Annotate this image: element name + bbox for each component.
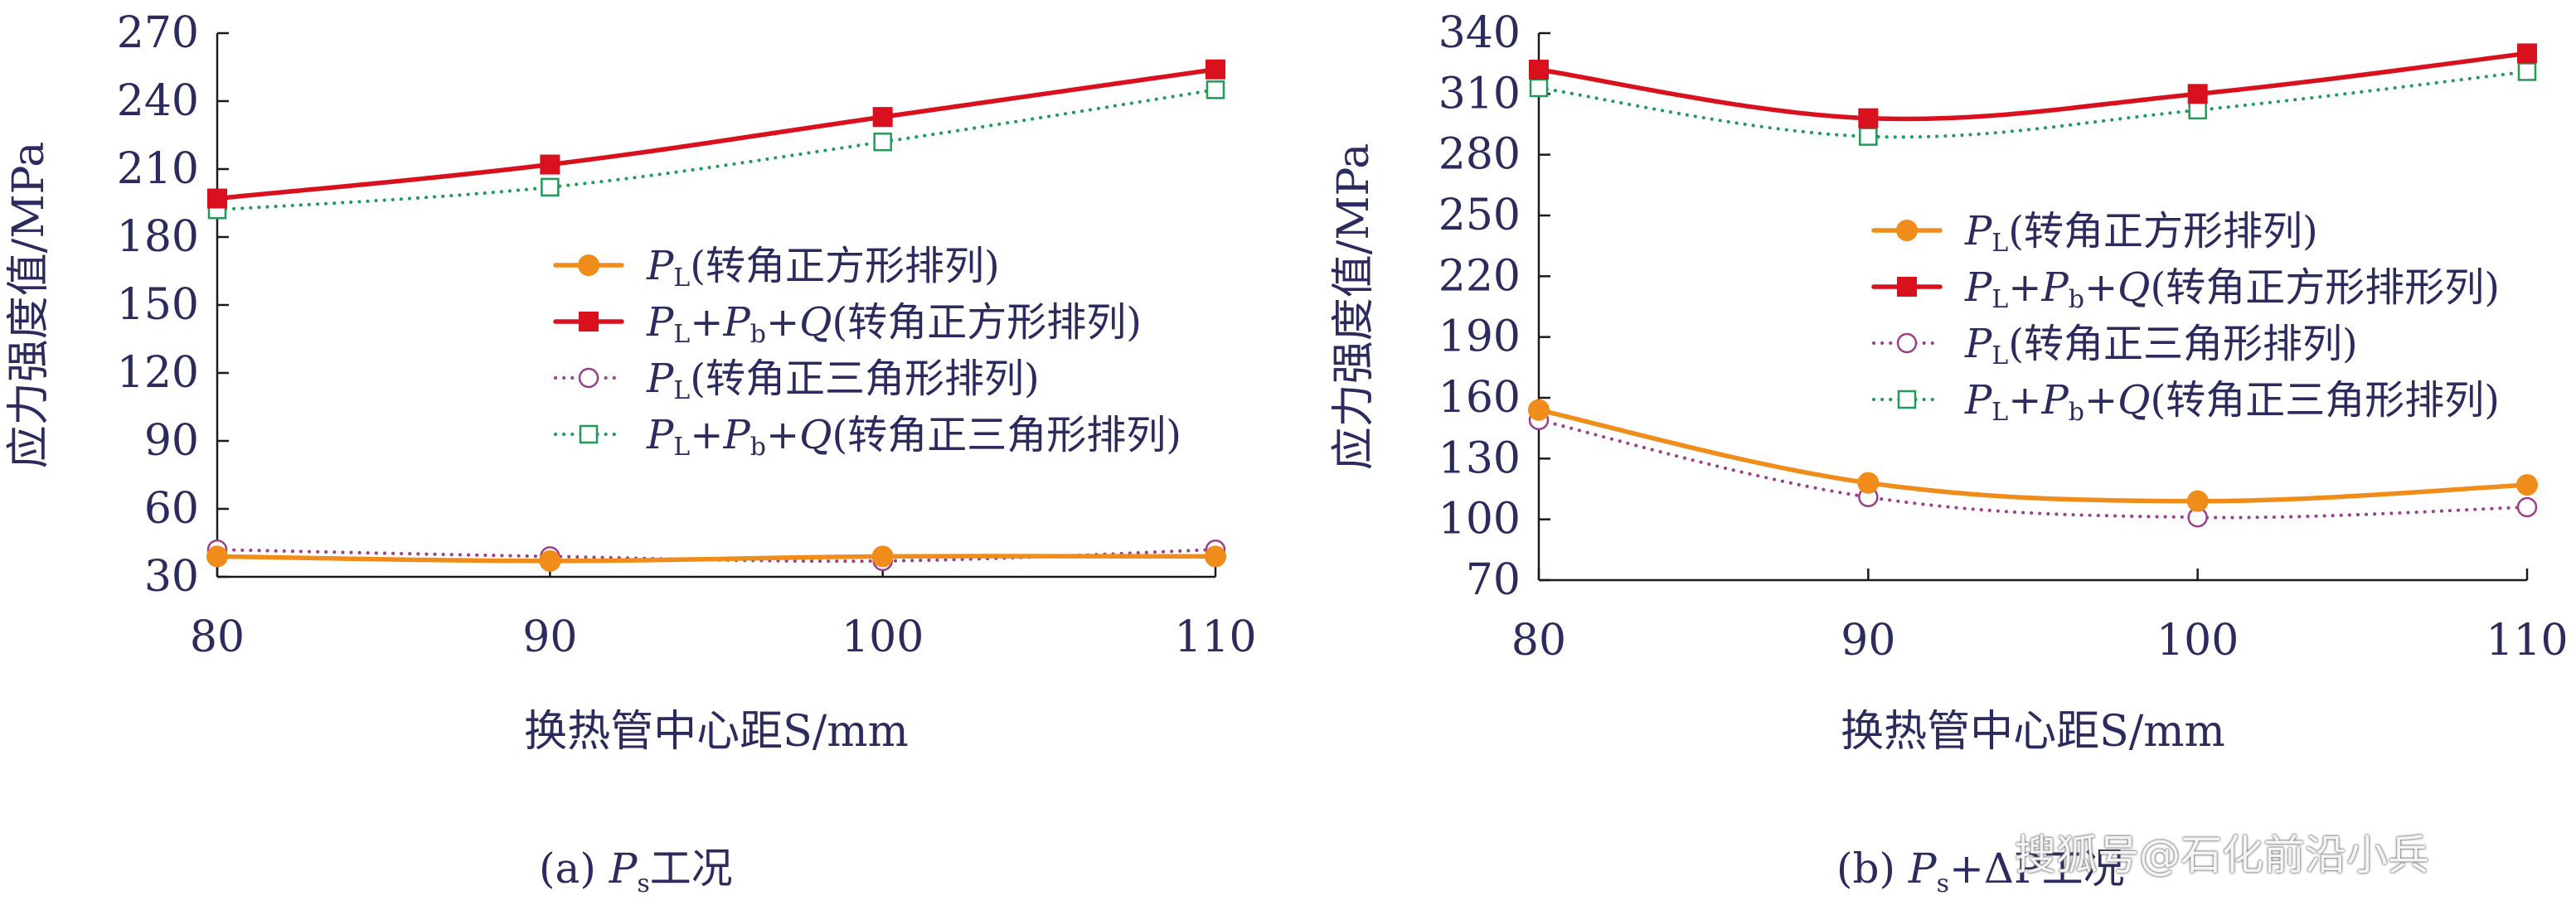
y-tick-label: 180 — [117, 212, 199, 262]
x-axis-title: 换热管中心距S/mm — [524, 707, 909, 757]
series-line-2 — [1536, 51, 2530, 122]
y-axis-title: 应力强度值/MPa — [4, 142, 54, 468]
y-tick-label: 210 — [117, 144, 199, 194]
data-point-s2-110 — [1206, 59, 1225, 80]
data-point-s1-100 — [871, 545, 894, 568]
data-point-s1-90 — [539, 549, 561, 572]
legend-marker-2 — [1897, 277, 1917, 297]
x-tick-label: 80 — [1511, 616, 1566, 665]
data-point-s1-90 — [1857, 472, 1880, 494]
y-tick-label: 280 — [1438, 130, 1521, 180]
data-point-s1-100 — [2186, 490, 2209, 512]
series-line-3 — [1537, 418, 2529, 520]
data-point-s4-100 — [873, 132, 892, 152]
y-axis-title: 应力强度值/MPa — [1329, 143, 1379, 470]
data-point-s2-90 — [540, 154, 560, 175]
x-tick-label: 100 — [842, 612, 924, 662]
legend-marker-1 — [578, 254, 599, 276]
caption-a-suffix: 工况 — [649, 845, 733, 893]
y-tick-label: 270 — [117, 8, 199, 58]
caption-b-suffix: +ΔP工况 — [1948, 845, 2125, 893]
data-point-s4-90 — [1859, 127, 1878, 146]
data-point-s1-110 — [2516, 474, 2538, 496]
legend-label-2: PL+Pb+Q(转角正方形排列) — [646, 299, 1142, 349]
y-tick-label: 150 — [117, 280, 199, 330]
x-tick-label: 90 — [1841, 616, 1895, 665]
data-point-s1-80 — [206, 545, 228, 568]
x-tick-label: 90 — [522, 612, 577, 662]
series-line-4 — [1537, 70, 2529, 139]
data-point-s1-110 — [1205, 545, 1226, 568]
caption-b: (b) Ps+ΔP工况 — [1836, 835, 2125, 898]
y-tick-label: 100 — [1438, 495, 1521, 544]
caption-b-subscript: s — [1936, 869, 1949, 898]
caption-a: (a) Ps工况 — [539, 835, 733, 898]
data-point-s3-110 — [2516, 496, 2538, 518]
data-point-s2-90 — [1858, 108, 1879, 128]
data-point-s4-90 — [541, 177, 560, 197]
data-point-s4-110 — [1206, 80, 1225, 99]
data-point-s1-80 — [1528, 399, 1550, 421]
caption-b-symbol: P — [1908, 845, 1937, 893]
data-point-s2-110 — [2517, 43, 2537, 64]
legend-marker-1 — [1896, 220, 1918, 241]
y-tick-label: 120 — [117, 348, 199, 398]
y-tick-label: 90 — [144, 416, 199, 466]
x-axis-title: 换热管中心距S/mm — [1841, 707, 2225, 757]
legend-label-3: PL(转角正三角形排列) — [646, 356, 1040, 405]
series-line-4 — [216, 88, 1217, 212]
legend-label-3: PL(转角正三角形排列) — [1964, 321, 2358, 370]
legend-label-4: PL+Pb+Q(转角正三角形排列) — [646, 412, 1181, 462]
caption-a-prefix: (a) — [539, 845, 609, 893]
y-tick-label: 60 — [144, 484, 199, 534]
legend-marker-3 — [578, 367, 599, 389]
data-point-s4-100 — [2188, 100, 2207, 120]
legend-label-2: PL+Pb+Q(转角正方形排形列) — [1964, 264, 2500, 314]
x-tick-label: 110 — [1174, 612, 1256, 662]
caption-a-subscript: s — [637, 869, 650, 898]
y-tick-label: 310 — [1438, 69, 1521, 119]
legend-marker-4 — [1897, 390, 1917, 409]
series-line-2 — [215, 66, 1218, 201]
legend-marker-2 — [579, 312, 599, 332]
data-point-s2-100 — [872, 107, 893, 128]
data-point-s2-100 — [2187, 84, 2208, 104]
legend: PL(转角正方形排列) PL+Pb+Q(转角正方形排列) PL(转角正三角形排列) P… — [553, 243, 1181, 462]
y-tick-label: 130 — [1438, 433, 1521, 483]
y-tick-label: 70 — [1466, 555, 1521, 605]
y-tick-label: 160 — [1438, 373, 1521, 423]
data-point-s2-80 — [207, 188, 227, 209]
caption-b-prefix: (b) — [1836, 845, 1909, 893]
y-tick-label: 220 — [1438, 251, 1521, 301]
legend-label-1: PL(转角正方形排列) — [646, 243, 1000, 293]
data-point-s4-110 — [2517, 62, 2537, 81]
x-tick-label: 100 — [2156, 616, 2239, 665]
watermark-text: 搜狐号@石化前沿小兵 — [2015, 831, 2429, 879]
legend-marker-3 — [1896, 332, 1918, 354]
caption-a-symbol: P — [609, 845, 638, 893]
chart-panel-a: 30 60 90 120 150 180 210 240 270 80 90 100 110 应力强度值/… — [4, 8, 1257, 757]
legend: PL(转角正方形排列) PL+Pb+Q(转角正方形排形列) PL(转角正三角形排列)… — [1871, 208, 2500, 427]
legend-label-4: PL+Pb+Q(转角正三角形排列) — [1964, 377, 2500, 427]
y-tick-label: 240 — [117, 76, 199, 126]
data-point-s4-80 — [1529, 78, 1549, 98]
y-tick-label: 250 — [1438, 191, 1521, 240]
y-tick-label: 190 — [1438, 312, 1521, 362]
chart-panel-b: 70 100 130 160 190 220 250 280 310 340 80 90 100 110 应… — [1329, 8, 2569, 757]
y-tick-label: 340 — [1438, 8, 1521, 58]
data-point-s2-80 — [1529, 60, 1549, 80]
y-tick-label: 30 — [144, 552, 199, 602]
x-tick-label: 80 — [190, 612, 245, 662]
legend-marker-4 — [579, 424, 599, 444]
series-line-1 — [1536, 407, 2530, 504]
series-line-1 — [215, 554, 1218, 564]
legend-label-1: PL(转角正方形排列) — [1964, 208, 2318, 258]
x-tick-label: 110 — [2486, 616, 2568, 665]
